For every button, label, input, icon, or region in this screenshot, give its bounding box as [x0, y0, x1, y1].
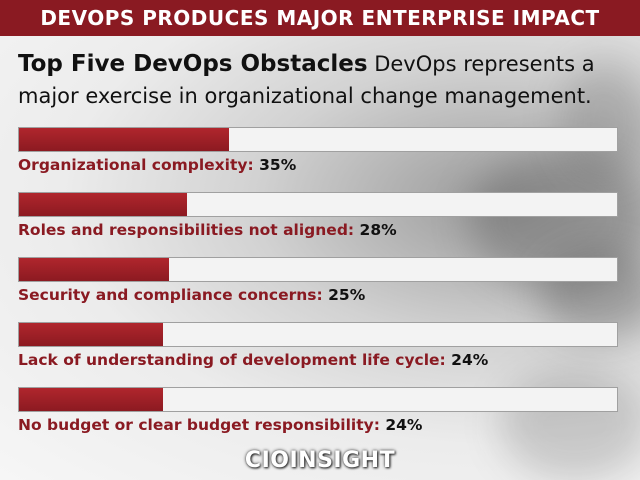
category-label: Lack of understanding of development lif… — [18, 351, 446, 369]
bar — [19, 128, 229, 151]
logo-text-cio: CIO — [244, 448, 290, 473]
intro: Top Five DevOps Obstacles DevOps represe… — [18, 48, 628, 112]
bar-row: Lack of understanding of development lif… — [18, 322, 618, 369]
chart-title: Top Five DevOps Obstacles — [18, 51, 368, 77]
background-shape — [560, 60, 640, 180]
data-label: 24% — [451, 351, 489, 369]
bar-track — [18, 257, 618, 282]
category-label: Organizational complexity: — [18, 156, 254, 174]
bar — [19, 258, 169, 281]
bar-caption: Roles and responsibilities not aligned: … — [18, 221, 618, 239]
bar-caption: Lack of understanding of development lif… — [18, 351, 618, 369]
chart-subtitle: DevOps represents a major exercise in or… — [18, 52, 595, 108]
logo-text-insight: INSIGHT — [289, 448, 396, 473]
bar-track — [18, 387, 618, 412]
bar-caption: Security and compliance concerns: 25% — [18, 286, 618, 304]
cio-insight-logo: CIOINSIGHT — [0, 448, 640, 473]
bar-track — [18, 322, 618, 347]
bar — [19, 193, 187, 216]
data-label: 35% — [259, 156, 297, 174]
category-label: No budget or clear budget responsibility… — [18, 416, 380, 434]
data-label: 24% — [385, 416, 423, 434]
bar-track — [18, 127, 618, 152]
bar-row: Organizational complexity: 35% — [18, 127, 618, 174]
bar — [19, 323, 163, 346]
bar-row: Roles and responsibilities not aligned: … — [18, 192, 618, 239]
header-title: DEVOPS PRODUCES MAJOR ENTERPRISE IMPACT — [40, 6, 600, 30]
bar-caption: No budget or clear budget responsibility… — [18, 416, 618, 434]
bar — [19, 388, 163, 411]
data-label: 28% — [359, 221, 397, 239]
bar-row: Security and compliance concerns: 25% — [18, 257, 618, 304]
bar-caption: Organizational complexity: 35% — [18, 156, 618, 174]
data-label: 25% — [328, 286, 366, 304]
header-banner: DEVOPS PRODUCES MAJOR ENTERPRISE IMPACT — [0, 0, 640, 36]
category-label: Roles and responsibilities not aligned: — [18, 221, 355, 239]
bar-track — [18, 192, 618, 217]
bar-row: No budget or clear budget responsibility… — [18, 387, 618, 434]
category-label: Security and compliance concerns: — [18, 286, 323, 304]
